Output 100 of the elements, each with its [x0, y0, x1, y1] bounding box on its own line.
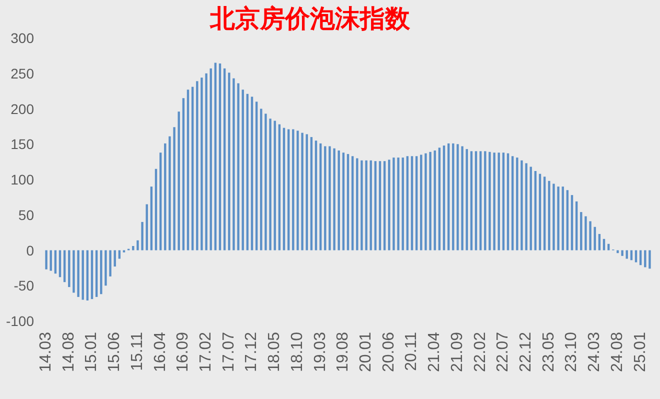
bar [511, 156, 514, 250]
bar [378, 161, 382, 250]
bar [269, 118, 272, 250]
bar [232, 78, 235, 250]
bar [132, 246, 134, 250]
bar [228, 72, 230, 250]
bar [543, 176, 546, 250]
bar [488, 152, 491, 250]
bar [154, 168, 158, 250]
bar [328, 146, 331, 250]
bar [525, 163, 528, 250]
bar [648, 250, 651, 269]
bar [466, 149, 468, 250]
bar [580, 212, 582, 250]
x-tick-label: 22.07 [494, 332, 512, 372]
bar [434, 150, 436, 250]
bar [237, 83, 240, 250]
bar [218, 63, 222, 250]
bar [109, 250, 112, 276]
x-tick-label: 21.09 [448, 332, 466, 372]
bar [54, 250, 57, 274]
bar [360, 160, 363, 250]
x-tick-label: 20.01 [358, 332, 375, 372]
bar [479, 151, 482, 250]
bar [246, 94, 249, 250]
bar [200, 78, 203, 250]
chart-title: 北京房价泡沫指数 [209, 5, 411, 33]
bar [598, 234, 601, 250]
bar [205, 73, 208, 250]
bar [63, 250, 66, 282]
x-tick-label: 15.01 [83, 332, 100, 372]
bar [264, 114, 267, 250]
x-tick-label: 20.11 [403, 332, 420, 371]
bar [90, 250, 94, 300]
bar [607, 244, 610, 250]
bar [370, 160, 372, 250]
x-tick-label: 25.01 [632, 332, 649, 372]
bar [506, 153, 510, 250]
bar [146, 204, 148, 250]
bar [260, 108, 262, 250]
bar [447, 143, 450, 250]
y-tick-label: 50 [18, 206, 34, 223]
bar [420, 154, 422, 250]
bar [557, 186, 560, 250]
bar [77, 250, 80, 297]
y-tick-label: 250 [10, 65, 34, 82]
bar [287, 129, 290, 250]
bar [502, 152, 505, 250]
x-tick-label: 16.09 [174, 332, 192, 372]
y-tick-label: 150 [10, 136, 34, 152]
bar [319, 143, 322, 250]
x-tick-label: 14.08 [60, 332, 78, 372]
bar [100, 250, 102, 294]
bar [301, 132, 304, 250]
bar [530, 166, 532, 250]
bar [566, 190, 569, 250]
x-tick-label: 18.10 [288, 332, 306, 372]
bar [196, 81, 198, 250]
bar [68, 250, 70, 288]
bar [168, 136, 171, 250]
bar [282, 128, 286, 250]
x-tick-label: 22.02 [472, 332, 489, 372]
bar [474, 151, 478, 250]
bar [575, 201, 578, 250]
bar [173, 127, 176, 250]
bar [424, 153, 427, 250]
x-tick-label: 14.03 [38, 332, 55, 372]
x-tick-label: 17.07 [220, 332, 238, 372]
x-tick-label: 23.05 [540, 332, 558, 372]
bar [50, 250, 52, 271]
bar [356, 158, 358, 250]
bar [45, 250, 48, 270]
bar [397, 158, 400, 250]
bar [534, 171, 537, 250]
bar [255, 102, 258, 250]
x-tick-label: 19.03 [312, 332, 329, 372]
y-tick-label: -100 [6, 313, 34, 329]
bar [159, 152, 162, 250]
bar [584, 216, 587, 250]
bar [164, 143, 166, 250]
bar [470, 151, 473, 250]
y-tick-label: -50 [14, 278, 34, 294]
bar [548, 180, 550, 250]
bar [351, 156, 354, 250]
x-tick-label: 15.06 [106, 332, 124, 372]
x-tick-label: 17.12 [243, 332, 260, 372]
bar [415, 156, 418, 250]
bar [104, 250, 107, 286]
bar [552, 184, 555, 250]
bar [406, 156, 409, 250]
bar [438, 148, 441, 250]
bar [86, 250, 89, 300]
bar [493, 152, 496, 250]
x-tick-label: 19.08 [334, 332, 352, 372]
bar [388, 160, 390, 250]
bar [250, 96, 254, 250]
bar [114, 250, 116, 267]
x-tick-label: 22.12 [518, 332, 535, 372]
bar [484, 151, 486, 250]
bar [383, 161, 386, 250]
